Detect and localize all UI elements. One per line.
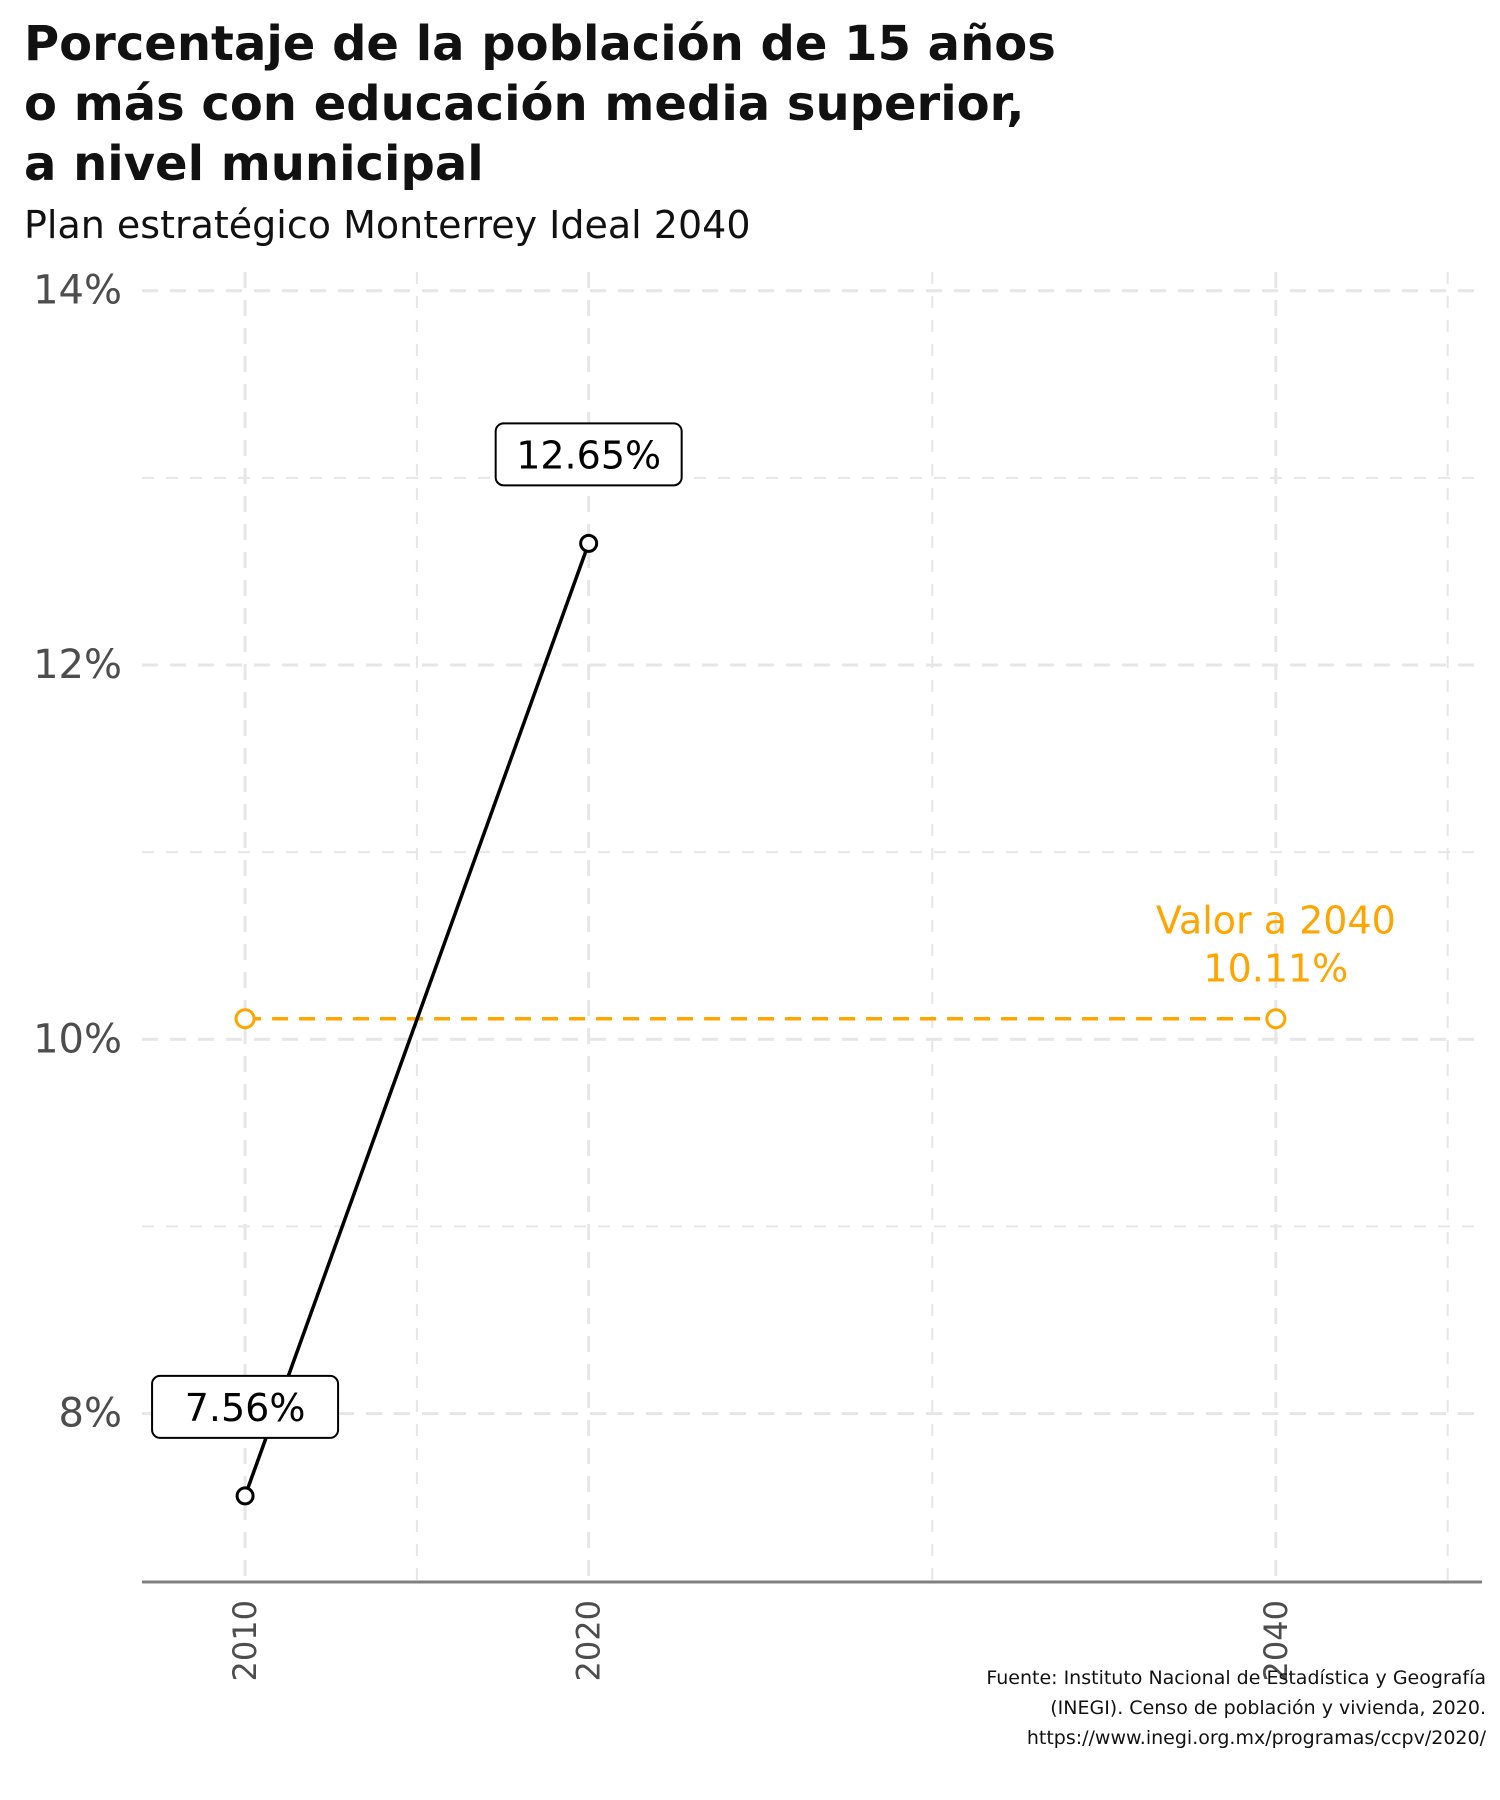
data-point — [579, 533, 599, 553]
caption-line-3: https://www.inegi.org.mx/programas/ccpv/… — [1026, 1727, 1486, 1749]
target-point — [1265, 1008, 1287, 1030]
y-tick-label: 8% — [59, 1391, 122, 1437]
target-point — [234, 1008, 256, 1030]
x-tick-label: 2020 — [570, 1600, 608, 1681]
target-value-label: 10.11% — [1203, 947, 1348, 991]
data-label: 12.65% — [516, 433, 661, 477]
target-label: Valor a 2040 — [1156, 899, 1396, 943]
y-tick-label: 10% — [33, 1016, 122, 1062]
y-tick-label: 14% — [33, 268, 122, 314]
data-point — [235, 1486, 255, 1506]
series-line — [243, 542, 591, 1497]
caption-line-1: Fuente: Instituto Nacional de Estadístic… — [986, 1667, 1486, 1689]
data-label-box — [494, 422, 683, 487]
chart-title: Porcentaje de la población de 15 años o … — [24, 16, 1056, 192]
x-tick-label: 2010 — [226, 1600, 264, 1681]
caption-line-2: (INEGI). Censo de población y vivienda, … — [1050, 1697, 1486, 1719]
data-label-box — [151, 1374, 340, 1439]
data-label: 7.56% — [185, 1386, 306, 1430]
y-tick-label: 12% — [33, 642, 122, 688]
x-tick-label: 2040 — [1257, 1600, 1295, 1681]
source-caption: Fuente: Instituto Nacional de Estadístic… — [846, 1663, 1486, 1753]
chart-subtitle: Plan estratégico Monterrey Ideal 2040 — [24, 203, 751, 247]
